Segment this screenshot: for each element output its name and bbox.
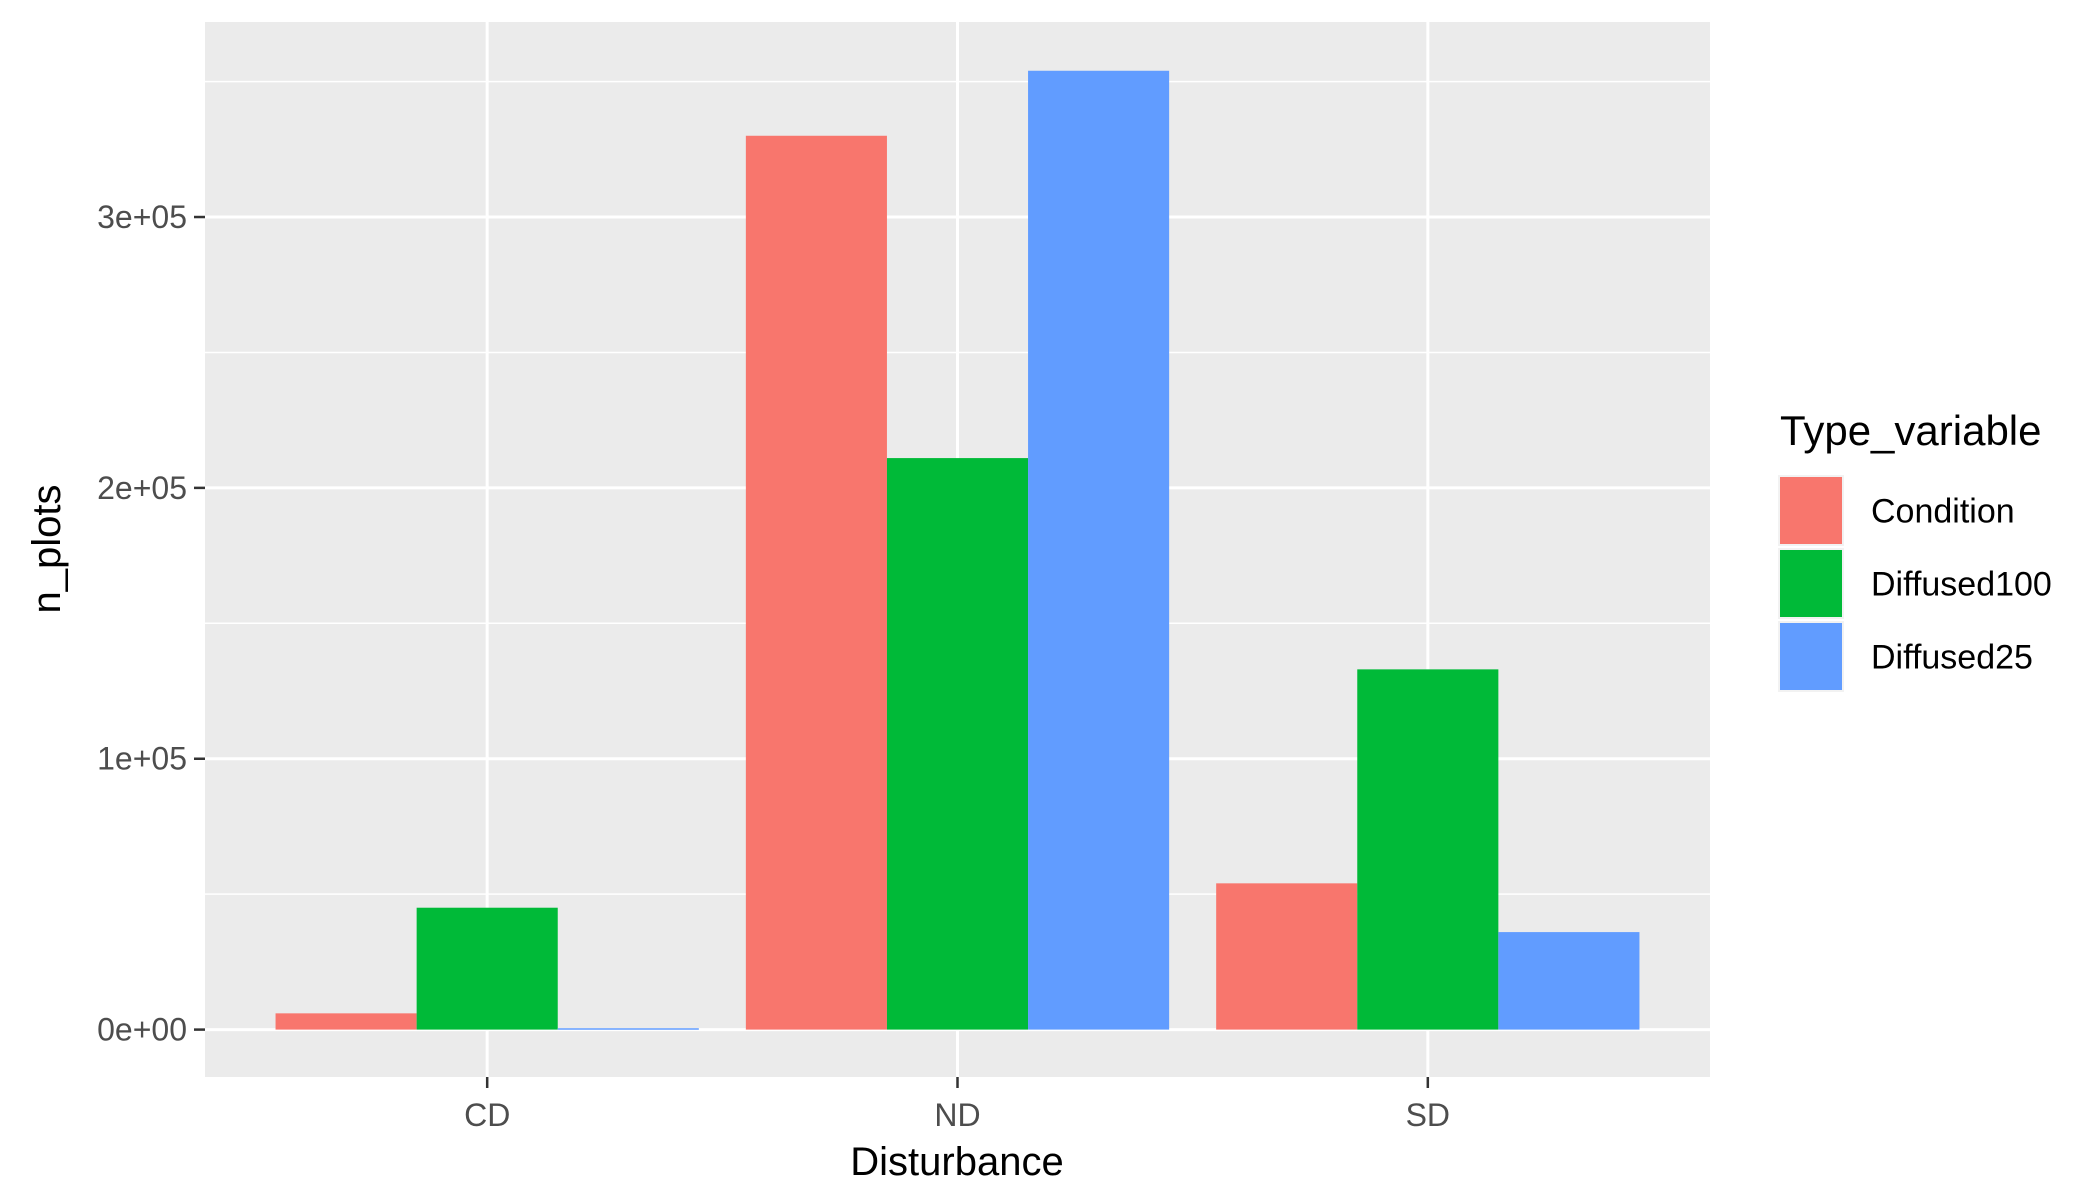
- bar-diffused100-cd: [416, 907, 558, 1030]
- legend: Type_variable Condition Diffused100 Diffus…: [1778, 407, 2052, 692]
- x-axis: CD ND SD: [464, 1077, 1450, 1133]
- y-axis-title: n_plots: [25, 485, 69, 614]
- y-tick-label: 3e+05: [97, 199, 187, 235]
- y-tick-label: 2e+05: [97, 470, 187, 506]
- y-tick-label: 0e+00: [97, 1012, 187, 1048]
- x-tick-label: ND: [934, 1097, 980, 1133]
- bars: [275, 70, 1640, 1030]
- bar-condition-sd: [1216, 883, 1358, 1030]
- legend-key-diffused100: [1780, 550, 1842, 617]
- legend-label: Diffused25: [1871, 639, 2033, 677]
- x-tick-label: SD: [1406, 1097, 1450, 1133]
- bar-diffused100-nd: [886, 458, 1029, 1030]
- y-axis: 0e+00 1e+05 2e+05 3e+05: [97, 199, 205, 1048]
- bar-condition-cd: [275, 1013, 417, 1030]
- x-axis-title: Disturbance: [850, 1140, 1063, 1184]
- bar-condition-nd: [745, 135, 887, 1030]
- legend-key-condition: [1780, 477, 1842, 544]
- bar-diffused25-sd: [1498, 932, 1640, 1030]
- x-tick-label: CD: [464, 1097, 510, 1133]
- bar-diffused100-sd: [1357, 669, 1499, 1030]
- bar-diffused25-nd: [1028, 70, 1170, 1030]
- legend-title: Type_variable: [1780, 407, 2042, 454]
- bar-diffused25-cd: [557, 1028, 699, 1030]
- y-tick-label: 1e+05: [97, 741, 187, 777]
- legend-label: Diffused100: [1871, 566, 2052, 604]
- legend-key-diffused25: [1780, 623, 1842, 690]
- legend-label: Condition: [1871, 493, 2015, 531]
